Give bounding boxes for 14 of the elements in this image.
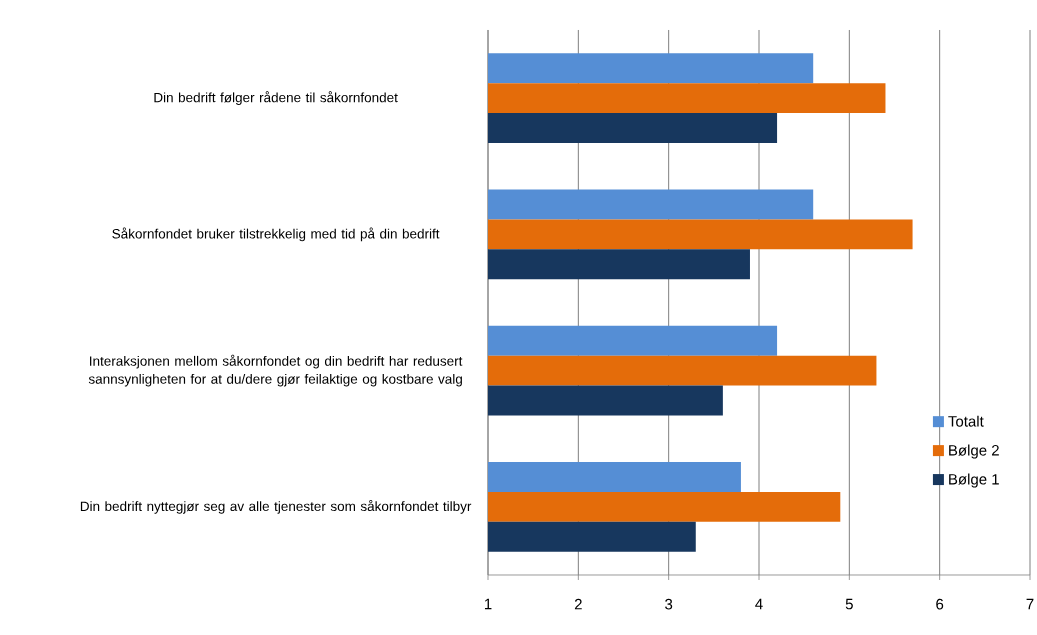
x-tick-label: 7 — [1026, 598, 1034, 610]
x-tick-label: 4 — [755, 598, 763, 610]
legend-label: Totalt — [948, 415, 984, 427]
x-tick-label: 6 — [936, 598, 944, 610]
x-tick-label: 3 — [665, 598, 673, 610]
legend-label: Bølge 1 — [949, 473, 999, 488]
legend-label: Bølge 2 — [949, 444, 999, 459]
y-tick-label: Din bedrift nyttegjør seg av alle tjenester som såkornfondet tilbyr — [80, 500, 472, 514]
y-tick-label: Interaksjonen mellom såkornfondet og din bedrift har redusert sannsynligheten for at du/dere gjør feilaktige og kostbare valg — [88, 354, 463, 387]
y-tick-label: Din bedrift følger rådene til såkornfondet — [154, 91, 398, 105]
y-tick-label: Såkornfondet bruker tilstrekkelig med tid på din bedrift — [112, 227, 440, 242]
x-tick-label: 2 — [574, 598, 582, 610]
x-tick-label: 1 — [484, 598, 492, 610]
x-tick-label: 5 — [845, 598, 853, 610]
